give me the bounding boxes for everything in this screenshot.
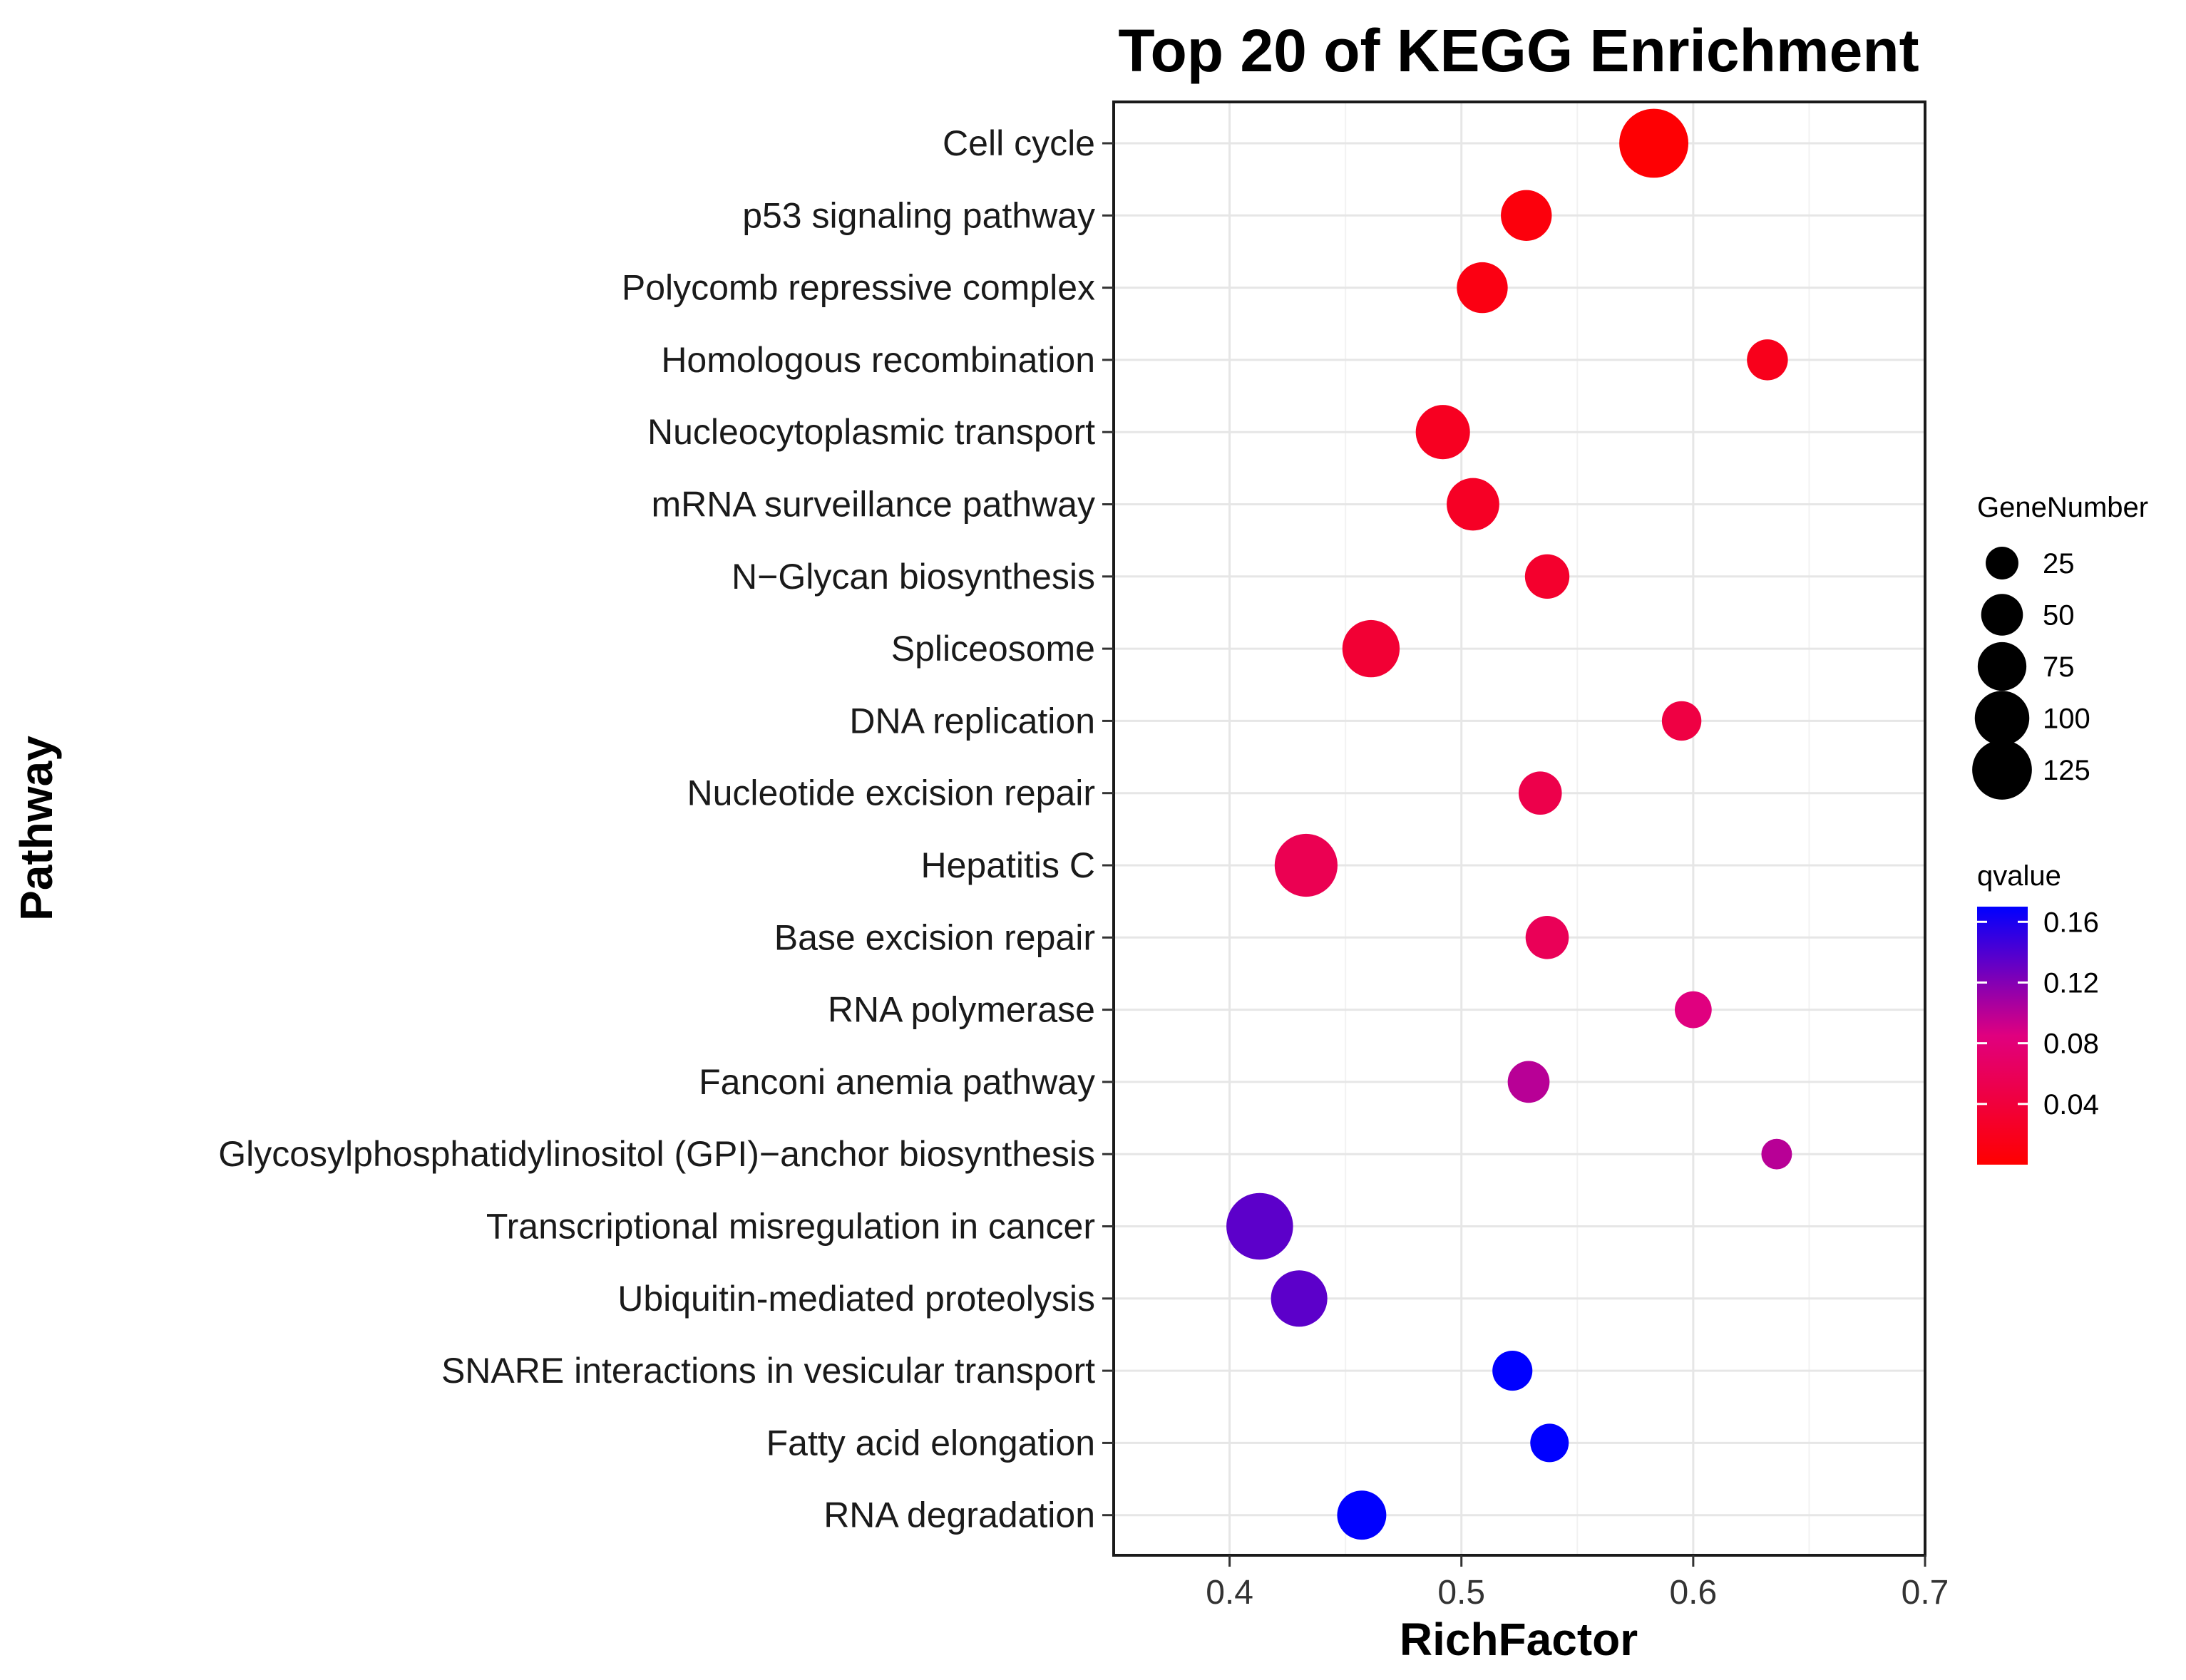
y-tick-label: Glycosylphosphatidylinositol (GPI)−ancho…: [218, 1134, 1095, 1174]
size-legend-label: 75: [2043, 651, 2075, 683]
colorbar-tick-label: 0.08: [2043, 1029, 2099, 1060]
x-tick-label: 0.4: [1206, 1574, 1253, 1612]
data-point: [1274, 833, 1338, 897]
data-point: [1226, 1192, 1293, 1260]
colorbar-tick-label: 0.16: [2043, 907, 2099, 938]
data-point: [1271, 1270, 1328, 1327]
y-tick-label: Transcriptional misregulation in cancer: [486, 1207, 1095, 1247]
y-tick-label: SNARE interactions in vesicular transpor…: [441, 1351, 1095, 1391]
y-tick-label: Cell cycle: [943, 123, 1095, 163]
data-point: [1619, 108, 1689, 178]
size-legend-key: [1977, 641, 2027, 691]
x-tick-label: 0.7: [1902, 1574, 1949, 1612]
data-point: [1524, 554, 1570, 599]
data-point: [1530, 1423, 1569, 1463]
x-tick-label: 0.5: [1437, 1574, 1485, 1612]
size-legend-title: GeneNumber: [1977, 492, 2148, 523]
colorbar-tick-label: 0.04: [2043, 1089, 2099, 1120]
y-tick-label: p53 signaling pathway: [742, 195, 1095, 235]
data-point: [1507, 1061, 1550, 1103]
y-axis-title: Pathway: [11, 736, 62, 921]
y-tick-label: Nucleocytoplasmic transport: [647, 412, 1095, 452]
qvalue-colorbar: [1977, 907, 2028, 1165]
colorbar-tick-label: 0.12: [2043, 967, 2099, 999]
color-legend-title: qvalue: [1977, 860, 2061, 892]
size-legend-key: [1972, 740, 2032, 800]
y-tick-label: DNA replication: [849, 701, 1095, 741]
y-tick-label: Fanconi anemia pathway: [699, 1062, 1095, 1102]
size-legend-key: [1974, 691, 2030, 746]
qvalue-legend: qvalue 0.04 0.08 0.12 0.16: [1977, 860, 2099, 1165]
y-tick-label: Nucleotide excision repair: [687, 773, 1095, 813]
chart-title: Top 20 of KEGG Enrichment: [1118, 17, 1919, 84]
y-tick-label: Fatty acid elongation: [766, 1423, 1095, 1463]
data-point: [1457, 262, 1508, 314]
data-point: [1415, 405, 1470, 460]
gene-number-legend: GeneNumber 25 50 75 100 125: [1972, 492, 2148, 800]
plot-border: [1112, 101, 1926, 1557]
data-point: [1492, 1351, 1533, 1391]
y-tick-label: mRNA surveillance pathway: [652, 485, 1096, 525]
size-legend-key: [1986, 547, 2018, 579]
data-point: [1342, 619, 1400, 678]
data-point: [1761, 1138, 1792, 1170]
y-tick-label: Base excision repair: [774, 917, 1095, 957]
x-axis-title: RichFactor: [1400, 1614, 1638, 1665]
data-point: [1518, 771, 1562, 815]
data-point: [1525, 916, 1569, 959]
x-tick-label: 0.6: [1669, 1574, 1717, 1612]
data-point: [1447, 478, 1499, 531]
y-tick-label: Hepatitis C: [920, 845, 1095, 885]
y-tick-label: Polycomb repressive complex: [622, 268, 1095, 308]
data-point: [1747, 339, 1788, 381]
y-tick-label: Homologous recombination: [661, 340, 1095, 380]
data-point: [1337, 1490, 1387, 1540]
size-legend-label: 50: [2043, 600, 2075, 632]
size-legend-key: [1981, 594, 2023, 636]
data-point: [1661, 701, 1702, 741]
y-tick-label: RNA polymerase: [828, 990, 1095, 1030]
y-tick-label: Spliceosome: [891, 629, 1095, 669]
size-legend-label: 125: [2043, 755, 2090, 786]
plot-background: [1114, 102, 1925, 1555]
plot-area: Cell cycle p53 signaling pathway Polycomb …: [218, 101, 1949, 1612]
data-point: [1501, 190, 1552, 241]
y-tick-label: Ubiquitin-mediated proteolysis: [617, 1279, 1095, 1319]
size-legend-label: 100: [2043, 704, 2090, 735]
y-tick-label: RNA degradation: [823, 1495, 1095, 1535]
size-legend-label: 25: [2043, 548, 2075, 579]
y-tick-label: N−Glycan biosynthesis: [732, 557, 1095, 597]
data-point: [1674, 991, 1712, 1029]
